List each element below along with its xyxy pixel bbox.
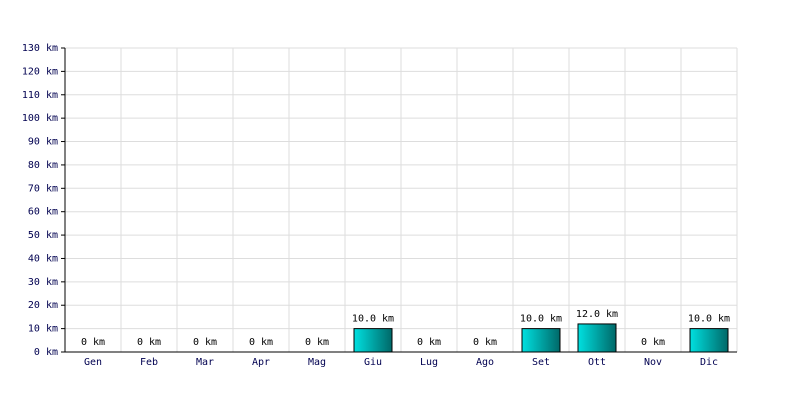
data-label: 0 km: [137, 337, 161, 348]
y-tick-label: 100 km: [22, 113, 58, 124]
y-tick-label: 80 km: [28, 160, 58, 171]
bar: [577, 323, 617, 353]
y-tick-label: 10 km: [28, 324, 58, 335]
data-label: 0 km: [193, 337, 217, 348]
x-tick-label: Apr: [252, 357, 270, 368]
y-tick-label: 70 km: [28, 183, 58, 194]
bar: [353, 328, 393, 353]
y-tick-label: 40 km: [28, 253, 58, 264]
x-tick-label: Mag: [308, 357, 326, 368]
x-tick-label: Dic: [700, 357, 718, 368]
data-label: 10.0 km: [688, 314, 730, 325]
y-tick-label: 50 km: [28, 230, 58, 241]
data-label: 0 km: [473, 337, 497, 348]
data-label: 10.0 km: [520, 314, 562, 325]
y-tick-label: 130 km: [22, 43, 58, 54]
y-tick-label: 20 km: [28, 300, 58, 311]
x-tick-label: Mar: [196, 357, 214, 368]
y-tick-label: 30 km: [28, 277, 58, 288]
x-tick-label: Nov: [644, 357, 662, 368]
x-tick-label: Ott: [588, 357, 606, 368]
x-tick-label: Ago: [476, 357, 494, 368]
y-tick-label: 120 km: [22, 66, 58, 77]
bar: [521, 328, 561, 353]
y-tick-label: 60 km: [28, 207, 58, 218]
x-tick-label: Feb: [140, 357, 158, 368]
x-tick-label: Giu: [364, 357, 382, 368]
x-tick-label: Gen: [84, 357, 102, 368]
data-label: 0 km: [641, 337, 665, 348]
data-label: 10.0 km: [352, 314, 394, 325]
x-tick-label: Set: [532, 357, 550, 368]
data-label: 0 km: [305, 337, 329, 348]
y-tick-label: 0 km: [34, 347, 58, 358]
y-tick-label: 110 km: [22, 90, 58, 101]
bar: [689, 328, 729, 353]
data-label: 0 km: [249, 337, 273, 348]
y-tick-label: 90 km: [28, 137, 58, 148]
data-label: 12.0 km: [576, 309, 618, 320]
data-label: 0 km: [81, 337, 105, 348]
data-label: 0 km: [417, 337, 441, 348]
x-tick-label: Lug: [420, 357, 438, 368]
